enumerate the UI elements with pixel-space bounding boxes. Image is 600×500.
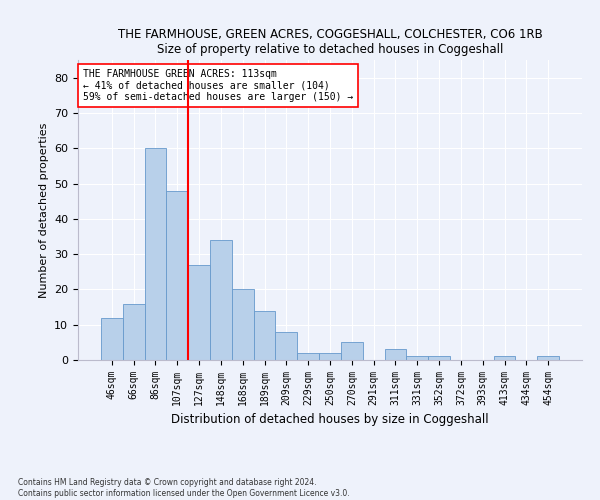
- Bar: [145, 148, 166, 360]
- Bar: [537, 356, 559, 360]
- Bar: [166, 190, 188, 360]
- Bar: [210, 240, 232, 360]
- Bar: [341, 342, 363, 360]
- Bar: [123, 304, 145, 360]
- Bar: [188, 264, 210, 360]
- Bar: [428, 356, 450, 360]
- Bar: [297, 353, 319, 360]
- Bar: [494, 356, 515, 360]
- Title: THE FARMHOUSE, GREEN ACRES, COGGESHALL, COLCHESTER, CO6 1RB
Size of property rel: THE FARMHOUSE, GREEN ACRES, COGGESHALL, …: [118, 28, 542, 56]
- Text: Contains HM Land Registry data © Crown copyright and database right 2024.
Contai: Contains HM Land Registry data © Crown c…: [18, 478, 350, 498]
- Text: THE FARMHOUSE GREEN ACRES: 113sqm
← 41% of detached houses are smaller (104)
59%: THE FARMHOUSE GREEN ACRES: 113sqm ← 41% …: [83, 69, 353, 102]
- Bar: [406, 356, 428, 360]
- Bar: [232, 290, 254, 360]
- Bar: [101, 318, 123, 360]
- Bar: [275, 332, 297, 360]
- X-axis label: Distribution of detached houses by size in Coggeshall: Distribution of detached houses by size …: [171, 414, 489, 426]
- Bar: [319, 353, 341, 360]
- Bar: [254, 310, 275, 360]
- Y-axis label: Number of detached properties: Number of detached properties: [38, 122, 49, 298]
- Bar: [385, 350, 406, 360]
